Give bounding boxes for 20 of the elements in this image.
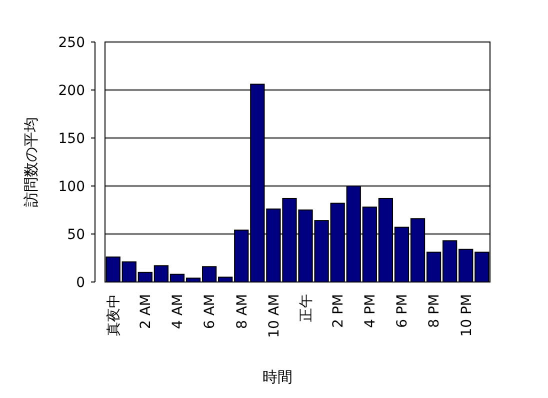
x-tick-label: 6 AM — [202, 294, 218, 330]
x-tick-label: 8 AM — [234, 294, 250, 330]
x-tick-label: 2 AM — [138, 294, 154, 330]
y-axis-title: 訪問数の平均 — [22, 117, 40, 207]
x-tick-label: 4 AM — [170, 294, 186, 330]
x-tick-label: 6 PM — [394, 294, 411, 328]
x-tick-label: 正午 — [298, 294, 314, 322]
x-tick-label: 10 AM — [266, 294, 282, 338]
x-tick-label: 10 PM — [458, 294, 475, 337]
x-tick-label: 2 PM — [330, 294, 346, 328]
x-tick-label: 4 PM — [362, 294, 379, 328]
y-tick-label: 100 — [58, 178, 85, 195]
y-tick-label: 50 — [67, 226, 85, 243]
y-tick-label: 150 — [58, 130, 85, 147]
y-tick-label: 250 — [58, 34, 85, 51]
x-tick-label: 真夜中 — [106, 294, 122, 336]
x-axis-title: 時間 — [262, 368, 292, 386]
y-tick-label: 0 — [76, 274, 85, 291]
y-tick-label: 200 — [58, 82, 85, 99]
x-tick-label: 8 PM — [426, 294, 443, 328]
